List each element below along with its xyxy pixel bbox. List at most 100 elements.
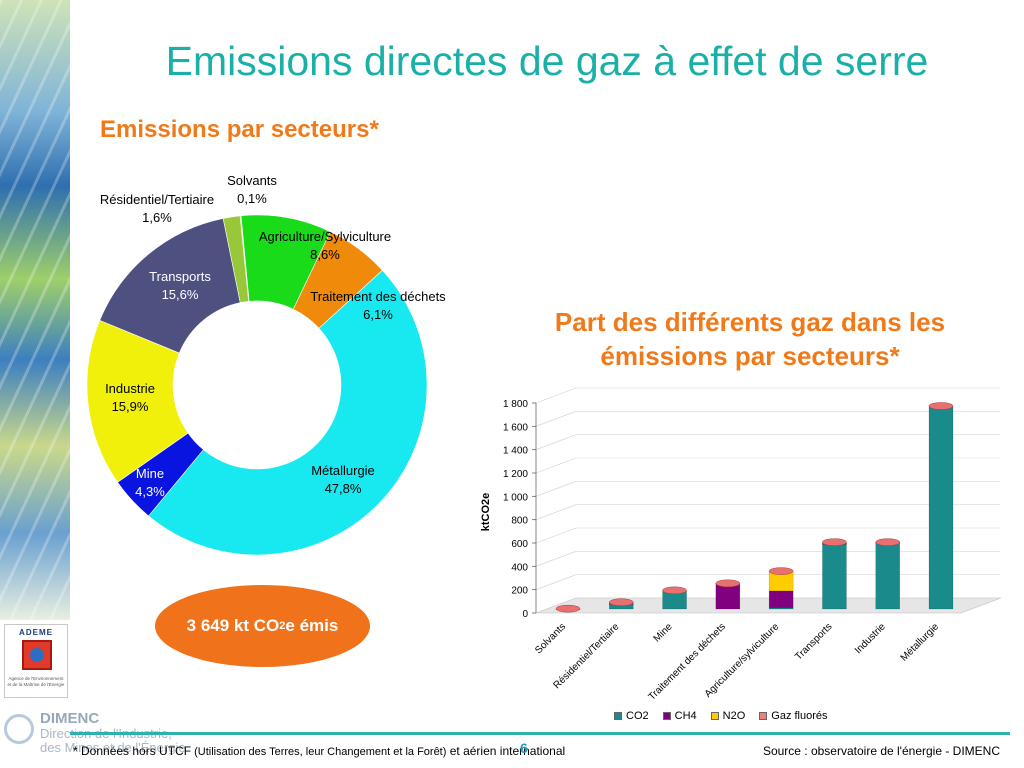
gridline-diagonal — [535, 551, 577, 567]
y-tick-label: 200 — [511, 586, 528, 597]
donut-label-agriculture-sylviculture: Agriculture/Sylviculture 8,6% — [259, 228, 391, 264]
x-category-label: Mine — [652, 621, 675, 644]
bar-group-transports — [822, 538, 847, 610]
bar-cap — [875, 538, 900, 546]
bar-chart-title: Part des différents gaz dans les émissio… — [500, 305, 1000, 373]
footnote-detail: (Utilisation des Terres, leur Changement… — [191, 746, 447, 758]
donut-label-metallurgie: Métallurgie 47,8% — [311, 462, 375, 498]
bar-cap — [609, 598, 634, 606]
donut-slice-residentiel-tertiaire — [222, 215, 249, 304]
bar-segment-co2 — [928, 405, 954, 610]
x-category-label: Métallurgie — [899, 621, 942, 664]
footnote-star: * Données hors UTCF — [73, 744, 192, 758]
legend-item-ch4: CH4 — [662, 710, 697, 722]
y-tick-label: 0 — [522, 609, 528, 620]
y-tick-label: 600 — [511, 539, 528, 550]
donut-label-residentiel-tertiaire: Résidentiel/Tertiaire 1,6% — [100, 191, 214, 227]
y-tick-label: 1 400 — [503, 446, 528, 457]
donut-slice-metallurgie — [148, 269, 428, 556]
bar-segment-co2 — [875, 542, 900, 610]
donut-label-name: Métallurgie — [311, 463, 375, 478]
donut-label-value: 1,6% — [142, 210, 172, 225]
gridline-diagonal — [535, 457, 577, 474]
bar-group-mine — [662, 586, 687, 610]
dimenc-emblem-icon — [4, 714, 34, 744]
donut-label-industrie: Industrie 15,9% — [105, 380, 155, 416]
dimenc-logo-name: DIMENC — [40, 710, 100, 727]
donut-slice-industrie — [86, 319, 189, 483]
y-tick-label: 1 200 — [503, 469, 528, 480]
legend-swatch — [662, 712, 671, 720]
bar-cap — [715, 579, 741, 588]
bar-cap — [928, 402, 954, 410]
gridline-diagonal — [535, 574, 577, 590]
donut-label-name: Mine — [135, 466, 165, 481]
donut-label-name: Solvants — [227, 173, 277, 188]
bar-group-traitement-des-dechets — [715, 579, 741, 610]
donut-label-value: 4,3% — [135, 484, 165, 499]
bar-group-residentiel-tertiaire — [609, 598, 634, 610]
legend-item-gaz-fluores: Gaz fluorés — [759, 710, 828, 722]
bar-chart-title-line2: émissions par secteurs* — [600, 341, 900, 371]
y-axis-label: ktCO2e — [480, 493, 492, 532]
y-tick-label: 1 800 — [503, 399, 528, 410]
y-tick-label: 1 600 — [503, 422, 528, 433]
bar-cap — [662, 586, 687, 595]
donut-label-value: 47,8% — [324, 481, 362, 496]
footnote-rest: et aérien international — [446, 744, 566, 758]
gridline-diagonal — [535, 597, 577, 614]
donut-label-name: Transports — [149, 269, 211, 284]
total-emissions-badge: 3 649 kt CO 2 e émis — [155, 585, 370, 667]
bar-segment-ch4 — [715, 583, 741, 610]
gridline-diagonal — [535, 387, 577, 404]
bar-group-agriculture-sylviculture — [768, 567, 794, 610]
dimenc-logo: DIMENC Direction de l'Industrie, des Min… — [2, 706, 202, 756]
gridline-diagonal — [535, 481, 577, 497]
legend-swatch — [614, 712, 622, 720]
donut-label-value: 15,6% — [161, 287, 199, 302]
donut-label-name: Agriculture/Sylviculture — [258, 229, 392, 244]
footer-divider — [70, 732, 1010, 735]
legend-label: CH4 — [674, 710, 697, 722]
x-category-label: Solvants — [533, 621, 568, 656]
slide-title: Emissions directes de gaz à effet de ser… — [165, 38, 929, 84]
y-tick-label: 1 000 — [503, 492, 528, 503]
x-category-label: Industrie — [853, 621, 888, 656]
donut-label-value: 0,1% — [237, 191, 267, 206]
page-number: 6 — [520, 740, 528, 756]
donut-label-name: Industrie — [105, 381, 155, 396]
ademe-logo-title: ADEME — [19, 628, 53, 637]
bar-segment-co2 — [822, 543, 847, 610]
legend-item-n2o: N2O — [710, 710, 746, 722]
legend-swatch — [710, 712, 719, 720]
y-tick-label: 400 — [511, 562, 528, 573]
legend-label: N2O — [722, 710, 746, 722]
bar-group-metallurgie — [928, 402, 954, 610]
gridline-diagonal — [535, 504, 577, 520]
total-emissions-suffix: e émis — [285, 616, 339, 635]
donut-label-name: Résidentiel/Tertiaire — [99, 192, 215, 207]
donut-label-value: 8,6% — [310, 247, 340, 262]
total-emissions-subscript: 2 — [279, 620, 286, 632]
ademe-logo: ADEME Agence de l'Environnement et de la… — [4, 624, 68, 698]
legend-item-co2: CO2 — [614, 710, 649, 722]
source-note: Source : observatoire de l'énergie - DIM… — [762, 744, 1000, 758]
x-category-label: Transports — [793, 621, 834, 662]
bar-group-industrie — [875, 538, 900, 610]
donut-label-mine: Mine 4,3% — [135, 465, 165, 501]
gridline-diagonal — [535, 434, 577, 450]
bar-chart-title-line1: Part des différents gaz dans les — [554, 307, 946, 337]
donut-label-solvants: Solvants 0,1% — [227, 172, 277, 208]
ademe-emblem-icon — [22, 640, 52, 670]
footnote: * Données hors UTCF (Utilisation des Ter… — [73, 744, 565, 758]
bar-cap — [555, 604, 581, 613]
pie-chart-title: Emissions par secteurs* — [100, 116, 379, 143]
gridline-diagonal — [535, 527, 577, 544]
legend-swatch — [759, 712, 768, 720]
bar-cap — [822, 538, 847, 546]
decorative-side-banner — [0, 0, 70, 620]
donut-slice-transports — [99, 218, 241, 354]
legend-label: Gaz fluorés — [771, 710, 828, 722]
